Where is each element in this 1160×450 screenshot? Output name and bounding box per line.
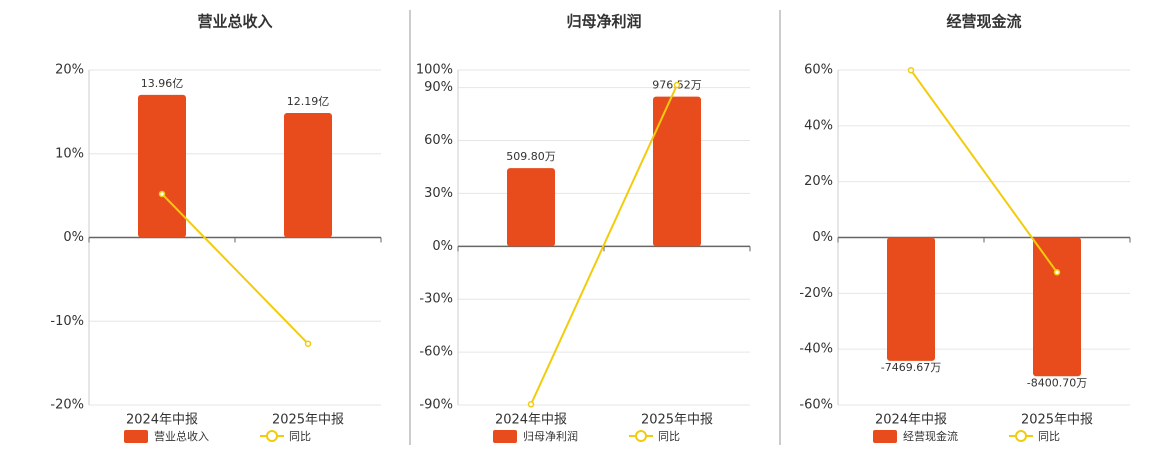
bar bbox=[284, 112, 332, 238]
line bbox=[530, 84, 678, 405]
line-point bbox=[304, 340, 312, 347]
y-tick-label: 60% bbox=[804, 63, 833, 78]
y-tick-label: 20% bbox=[804, 174, 833, 189]
y-tick-label: -30% bbox=[419, 292, 453, 307]
y-tick-label: -10% bbox=[50, 314, 84, 329]
bar bbox=[507, 168, 555, 247]
y-tick-label: 10% bbox=[55, 146, 84, 161]
y-tick-label: 30% bbox=[424, 186, 453, 201]
x-tick-label: 2024年中报 bbox=[126, 413, 198, 428]
bar bbox=[1033, 237, 1081, 377]
data-label: -8400.70万 bbox=[1027, 376, 1087, 389]
legend-label: 同比 bbox=[289, 430, 311, 443]
chart-title: 归母净利润 bbox=[566, 13, 641, 31]
legend-label: 同比 bbox=[1038, 430, 1060, 443]
line bbox=[161, 193, 309, 345]
y-tick-label: 0% bbox=[432, 239, 453, 254]
y-tick-label: -60% bbox=[799, 398, 833, 413]
line bbox=[910, 69, 1058, 273]
legend-swatch bbox=[493, 430, 517, 443]
legend-marker bbox=[266, 430, 278, 442]
y-tick-label: 100% bbox=[416, 63, 453, 78]
legend-label: 经营现金流 bbox=[903, 429, 958, 443]
line-point bbox=[907, 67, 915, 74]
line-point bbox=[673, 81, 681, 89]
legend-swatch bbox=[124, 430, 148, 443]
chart-title: 营业总收入 bbox=[197, 13, 272, 31]
data-label: 13.96亿 bbox=[141, 77, 184, 90]
y-tick-label: 90% bbox=[424, 80, 453, 95]
legend-label: 营业总收入 bbox=[154, 429, 209, 443]
legend-label: 同比 bbox=[658, 430, 680, 443]
data-label: 12.19亿 bbox=[287, 95, 330, 108]
y-tick-label: 60% bbox=[424, 133, 453, 148]
y-tick-label: -40% bbox=[799, 342, 833, 357]
bar bbox=[138, 94, 186, 238]
bar bbox=[653, 96, 701, 247]
y-tick-label: 0% bbox=[812, 230, 833, 245]
data-label: -7469.67万 bbox=[881, 361, 941, 374]
data-label: 509.80万 bbox=[506, 150, 556, 163]
y-tick-label: -90% bbox=[419, 398, 453, 413]
line-point bbox=[158, 190, 166, 198]
x-tick-label: 2025年中报 bbox=[272, 413, 344, 428]
legend-label: 归母净利润 bbox=[523, 429, 578, 443]
line-point bbox=[1053, 269, 1061, 276]
chart-title: 经营现金流 bbox=[946, 13, 1021, 31]
line-point bbox=[527, 401, 535, 408]
y-tick-label: 40% bbox=[804, 118, 833, 133]
x-tick-label: 2024年中报 bbox=[495, 413, 567, 428]
x-tick-label: 2024年中报 bbox=[875, 413, 947, 428]
legend-swatch bbox=[873, 430, 897, 443]
legend-marker bbox=[635, 430, 647, 442]
y-tick-label: 20% bbox=[55, 63, 84, 78]
x-tick-label: 2025年中报 bbox=[1021, 413, 1093, 428]
y-tick-label: -60% bbox=[419, 345, 453, 360]
legend-marker bbox=[1015, 430, 1027, 442]
bar bbox=[887, 237, 935, 361]
x-tick-label: 2025年中报 bbox=[641, 413, 713, 428]
y-tick-label: 0% bbox=[63, 230, 84, 245]
y-tick-label: -20% bbox=[799, 286, 833, 301]
y-tick-label: -20% bbox=[50, 398, 84, 413]
